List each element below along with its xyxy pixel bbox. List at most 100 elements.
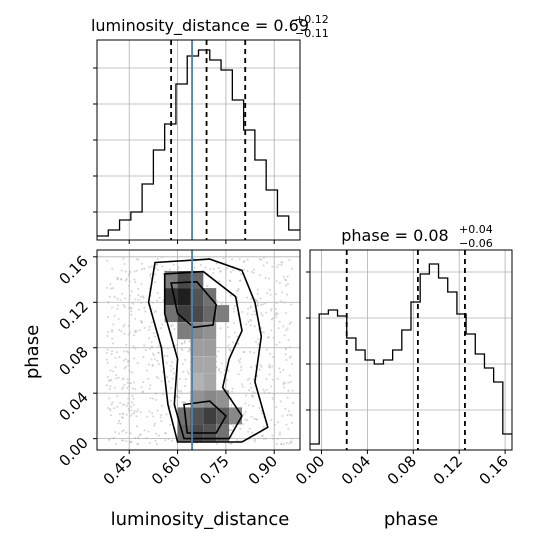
sample-point: [180, 347, 183, 350]
sample-point: [219, 270, 222, 273]
sample-point: [199, 263, 202, 266]
sample-point: [270, 329, 273, 332]
sample-point: [285, 348, 287, 351]
sample-point: [253, 351, 256, 354]
sample-point: [264, 276, 267, 279]
sample-point: [183, 341, 186, 344]
sample-point: [106, 259, 109, 262]
sample-point: [153, 354, 156, 357]
sample-point: [172, 372, 175, 375]
sample-point: [139, 433, 142, 436]
density-cell: [177, 305, 191, 323]
density-cell: [190, 373, 204, 391]
sample-point: [160, 420, 163, 423]
sample-point: [239, 357, 242, 360]
sample-point: [119, 299, 122, 302]
sample-point: [124, 297, 127, 300]
sample-point: [286, 327, 289, 330]
sample-point: [131, 401, 134, 404]
sample-point: [206, 285, 208, 288]
sample-point: [262, 388, 265, 391]
sample-point: [121, 378, 124, 381]
sample-point: [124, 366, 127, 368]
sample-point: [247, 389, 250, 392]
sample-point: [141, 391, 144, 394]
sample-point: [239, 279, 242, 282]
sample-point: [120, 269, 123, 272]
sample-point: [291, 389, 294, 392]
sample-point: [116, 276, 119, 279]
sample-point: [143, 267, 146, 270]
sample-point: [271, 396, 274, 399]
sample-point: [130, 409, 133, 412]
sample-point: [287, 427, 290, 430]
sample-point: [153, 311, 156, 314]
sample-point: [222, 257, 225, 260]
sample-point: [127, 273, 130, 276]
sample-point: [177, 265, 180, 268]
sample-point: [108, 388, 111, 390]
sample-point: [136, 361, 139, 364]
sample-point: [105, 358, 108, 361]
luminosity-distance-title: luminosity_distance = 0.69: [91, 16, 309, 36]
sample-point: [231, 258, 234, 261]
sample-point: [275, 308, 277, 311]
sample-point: [264, 302, 267, 305]
sample-point: [253, 310, 256, 313]
sample-point: [113, 386, 116, 389]
density-cell: [190, 356, 204, 374]
sample-point: [242, 413, 245, 416]
sample-point: [218, 280, 221, 283]
sample-point: [136, 425, 139, 428]
sample-point: [271, 365, 274, 368]
sample-point: [252, 378, 255, 381]
sample-point: [133, 278, 136, 281]
sample-point: [140, 320, 143, 323]
sample-point: [155, 392, 158, 395]
sample-point: [138, 329, 141, 332]
sample-point: [149, 274, 152, 277]
sample-point: [162, 346, 164, 349]
sample-point: [254, 392, 257, 395]
sample-point: [121, 439, 123, 442]
sample-point: [119, 422, 122, 425]
sample-point: [114, 356, 117, 359]
sample-point: [109, 379, 112, 382]
sample-point: [269, 366, 272, 369]
axes-frame: [309, 249, 513, 451]
sample-point: [133, 334, 136, 337]
sample-point: [157, 268, 160, 271]
sample-point: [248, 377, 251, 380]
sample-point: [286, 275, 289, 278]
sample-point: [262, 264, 265, 267]
sample-point: [284, 278, 286, 281]
sample-point: [280, 263, 283, 266]
sample-point: [147, 430, 150, 433]
sample-point: [278, 320, 281, 323]
sample-point: [250, 297, 253, 300]
sample-point: [253, 440, 256, 443]
sample-point: [125, 431, 128, 434]
sample-point: [289, 413, 292, 416]
sample-point: [264, 437, 267, 440]
sample-point: [168, 380, 170, 383]
sample-point: [137, 437, 140, 440]
sample-point: [253, 325, 256, 328]
sample-point: [291, 437, 294, 440]
sample-point: [182, 370, 185, 373]
sample-point: [261, 434, 264, 437]
sample-point: [123, 367, 126, 370]
sample-point: [156, 263, 159, 266]
sample-point: [154, 439, 157, 442]
sample-point: [170, 325, 173, 328]
sample-point: [116, 297, 119, 300]
sample-point: [150, 358, 153, 361]
sample-point: [184, 385, 186, 387]
sample-point: [147, 363, 150, 366]
sample-point: [130, 307, 133, 310]
sample-point: [288, 322, 291, 325]
sample-point: [117, 304, 119, 307]
sample-point: [121, 430, 124, 433]
sample-point: [129, 271, 131, 274]
sample-point: [122, 325, 125, 328]
